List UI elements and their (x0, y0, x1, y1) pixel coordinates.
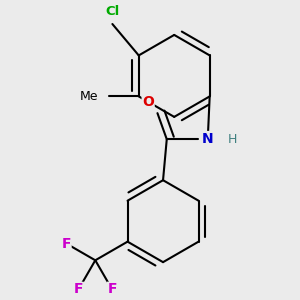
Text: Cl: Cl (105, 5, 119, 18)
Text: F: F (61, 236, 71, 250)
Text: O: O (142, 95, 154, 110)
Text: N: N (202, 132, 214, 146)
Text: H: H (227, 133, 237, 146)
Text: Me: Me (79, 90, 98, 103)
Text: F: F (74, 282, 83, 296)
Text: F: F (107, 282, 117, 296)
